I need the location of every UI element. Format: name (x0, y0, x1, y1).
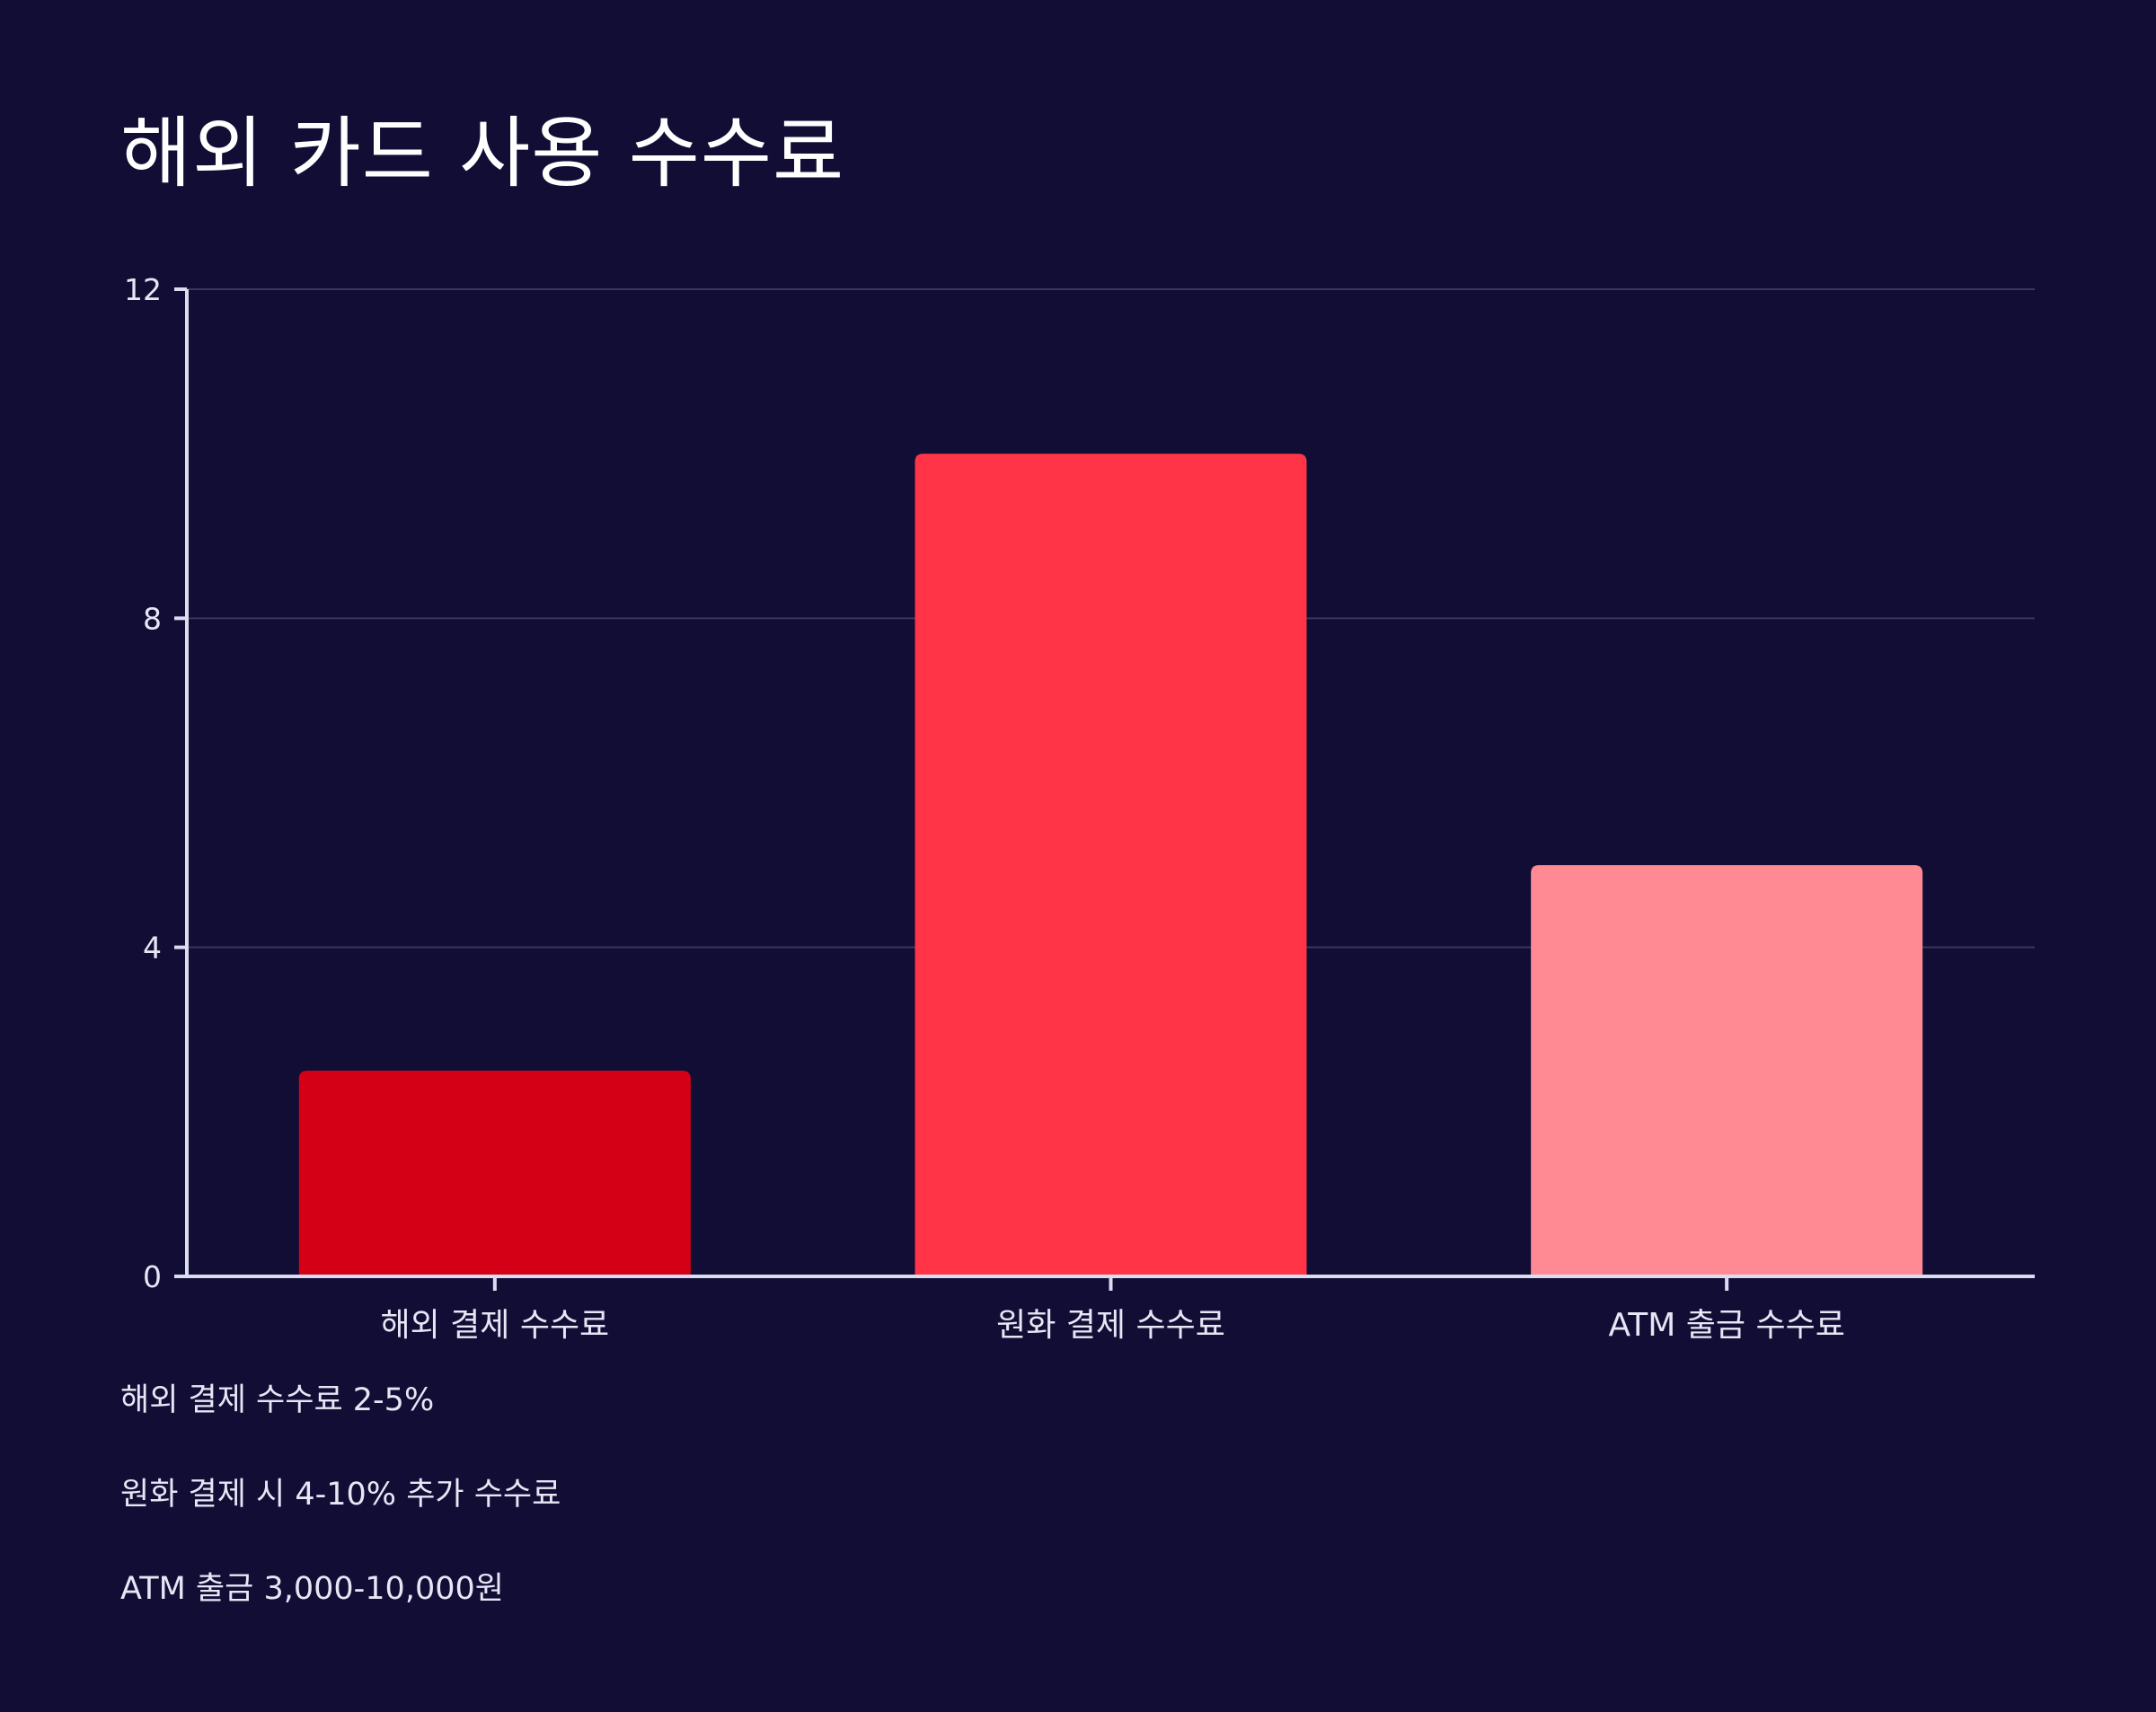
axis-labels: 0 4 8 12 해외 결제 수수료 원화 결제 수수료 ATM 출금 수수료 (124, 272, 1845, 1344)
y-tick-label: 4 (143, 931, 162, 966)
bar-1 (298, 1071, 691, 1276)
y-tick-label: 8 (143, 601, 162, 636)
y-tick-label: 12 (124, 272, 162, 307)
bars (298, 454, 1923, 1277)
bar-3 (1531, 865, 1923, 1276)
x-tick-label: 해외 결제 수수료 (380, 1307, 609, 1344)
note-overseas-fee: 해외 결제 수수료 2-5% (120, 1382, 435, 1418)
x-tick-label: 원화 결제 수수료 (996, 1307, 1225, 1344)
note-krw-fee: 원화 결제 시 4-10% 추가 수수료 (120, 1477, 561, 1513)
x-tick-label: ATM 출금 수수료 (1608, 1307, 1844, 1344)
chart-title: 해외 카드 사용 수수료 (120, 109, 845, 199)
note-atm-fee: ATM 출금 3,000-10,000원 (120, 1571, 504, 1607)
bar-2 (915, 454, 1307, 1277)
y-tick-label: 0 (143, 1259, 162, 1294)
axes (174, 287, 2035, 1291)
